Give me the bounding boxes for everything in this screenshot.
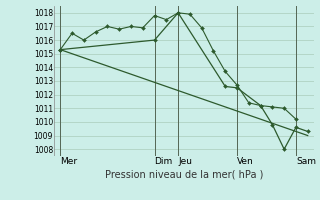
X-axis label: Pression niveau de la mer( hPa ): Pression niveau de la mer( hPa ) [105, 169, 263, 179]
